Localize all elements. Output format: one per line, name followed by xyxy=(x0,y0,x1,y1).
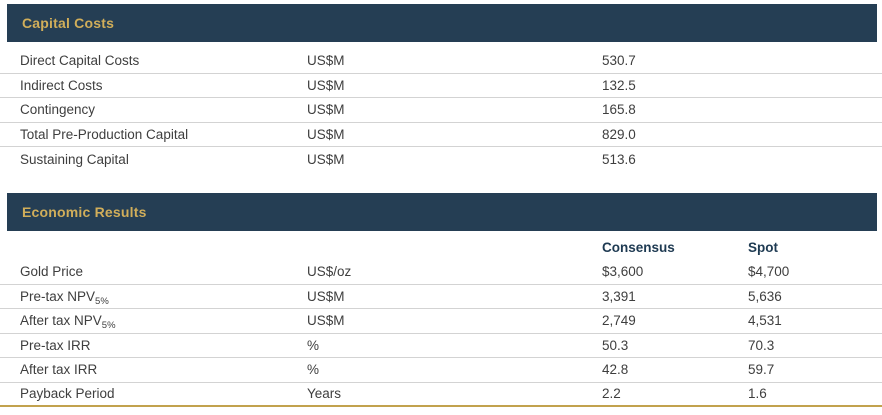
row-unit: % xyxy=(307,337,320,353)
table-row: Indirect Costs US$M 132.5 xyxy=(0,74,882,98)
row-label: Total Pre-Production Capital xyxy=(20,126,189,142)
row-value-spot: 5,636 xyxy=(748,288,782,304)
row-label-subscript: 5% xyxy=(95,295,109,307)
row-value: 829.0 xyxy=(602,126,636,142)
row-unit: US$M xyxy=(307,288,345,304)
table-row: Sustaining Capital US$M 513.6 xyxy=(0,147,882,172)
consensus-column-header: Consensus xyxy=(602,240,675,256)
row-value: 530.7 xyxy=(602,53,636,69)
row-value-consensus: 2,749 xyxy=(602,313,636,329)
row-label: Contingency xyxy=(20,102,96,118)
table-row: Direct Capital Costs US$M 530.7 xyxy=(0,49,882,74)
capital-costs-title: Capital Costs xyxy=(22,15,115,31)
capital-costs-table: Direct Capital Costs US$M 530.7 Indirect… xyxy=(0,49,882,172)
row-label-subscript: 5% xyxy=(101,320,116,332)
row-value-consensus: 3,391 xyxy=(602,288,636,304)
row-value-consensus: 42.8 xyxy=(602,362,629,378)
row-unit: US$M xyxy=(307,313,345,329)
row-value-consensus: 2.2 xyxy=(602,386,621,402)
table-row: Pre-tax IRR % 50.3 70.3 xyxy=(0,334,882,358)
row-value: 165.8 xyxy=(602,102,636,118)
row-value: 513.6 xyxy=(602,151,636,167)
table-row: Total Pre-Production Capital US$M 829.0 xyxy=(0,123,882,147)
spot-column-header: Spot xyxy=(748,240,778,256)
column-header-row: Consensus Spot xyxy=(0,236,882,261)
row-label: Indirect Costs xyxy=(20,77,103,93)
economic-results-title: Economic Results xyxy=(22,203,147,220)
row-value-spot: 59.7 xyxy=(748,362,775,378)
row-value-spot: 4,531 xyxy=(748,313,782,329)
table-row: After tax NPV5% US$M 2,749 4,531 xyxy=(0,309,882,334)
row-unit: % xyxy=(307,362,320,378)
table-row: Gold Price US$/oz $3,600 $4,700 xyxy=(0,260,882,285)
row-value-consensus: $3,600 xyxy=(602,264,644,280)
row-unit: US$M xyxy=(307,126,345,142)
table-row: After tax IRR % 42.8 59.7 xyxy=(0,358,882,383)
row-label: Pre-tax IRR xyxy=(20,337,91,353)
row-label: After tax NPV5% xyxy=(20,313,116,332)
row-value-spot: 1.6 xyxy=(748,386,767,402)
row-label: Pre-tax NPV5% xyxy=(20,288,109,307)
row-unit: US$M xyxy=(307,53,345,69)
row-value-spot: 70.3 xyxy=(748,337,775,353)
capital-costs-section-header: Capital Costs xyxy=(7,4,877,42)
row-label: After tax IRR xyxy=(20,362,98,378)
table-row: Pre-tax NPV5% US$M 3,391 5,636 xyxy=(0,285,882,309)
row-value: 132.5 xyxy=(602,77,636,93)
row-unit: US$M xyxy=(307,102,345,118)
row-value-consensus: 50.3 xyxy=(602,337,629,353)
economic-results-section-header: Economic Results xyxy=(7,192,877,231)
row-unit: US$M xyxy=(307,77,345,93)
table-row: Payback Period Years 2.2 1.6 xyxy=(0,383,882,407)
row-label: Payback Period xyxy=(20,386,115,402)
row-label: Sustaining Capital xyxy=(20,151,129,167)
row-unit: US$M xyxy=(307,151,345,167)
row-unit: Years xyxy=(307,386,342,402)
row-label: Gold Price xyxy=(20,264,84,280)
row-value-spot: $4,700 xyxy=(748,264,790,280)
row-unit: US$/oz xyxy=(307,264,352,280)
table-row: Contingency US$M 165.8 xyxy=(0,98,882,123)
row-label: Direct Capital Costs xyxy=(20,53,140,69)
economic-results-table: Consensus Spot Gold Price US$/oz $3,600 … xyxy=(0,236,882,407)
